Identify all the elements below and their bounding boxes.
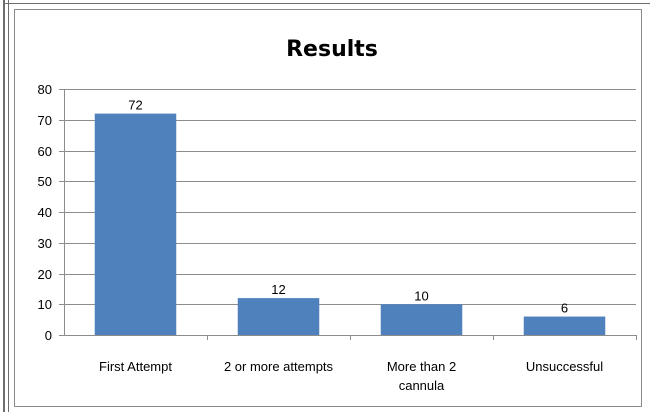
data-label: 10: [414, 288, 428, 303]
bars: [94, 113, 606, 335]
x-axis: First Attempt 2 or more attempts More than…: [64, 335, 637, 393]
bar: [94, 113, 177, 335]
bar: [380, 304, 463, 335]
y-tick-label: 10: [38, 297, 52, 312]
chart-title: Results: [286, 37, 378, 62]
frame-border-left: [3, 0, 5, 412]
y-tick-label: 60: [38, 144, 52, 159]
x-tick-label: cannula: [399, 378, 445, 393]
y-axis: 0 10 20 30 40 50 60 70 80: [38, 82, 65, 343]
data-label: 72: [128, 98, 142, 113]
y-tick-label: 50: [38, 174, 52, 189]
y-tick-label: 20: [38, 267, 52, 282]
y-tick-label: 0: [45, 328, 52, 343]
data-label: 12: [271, 282, 285, 297]
frame-border-top: [3, 3, 650, 4]
bar: [237, 298, 320, 335]
x-tick-label: 2 or more attempts: [224, 359, 334, 374]
data-label: 6: [561, 301, 568, 316]
y-tick-label: 40: [38, 205, 52, 220]
x-tick-label: More than 2: [387, 359, 456, 374]
y-tick-label: 80: [38, 82, 52, 97]
y-tick-label: 70: [38, 113, 52, 128]
frame-border-left-inner: [8, 0, 9, 412]
bar: [523, 316, 606, 335]
data-labels: 72 12 10 6: [128, 98, 568, 316]
x-tick-label: First Attempt: [99, 359, 172, 374]
y-tick-label: 30: [38, 236, 52, 251]
x-tick-label: Unsuccessful: [526, 359, 603, 374]
